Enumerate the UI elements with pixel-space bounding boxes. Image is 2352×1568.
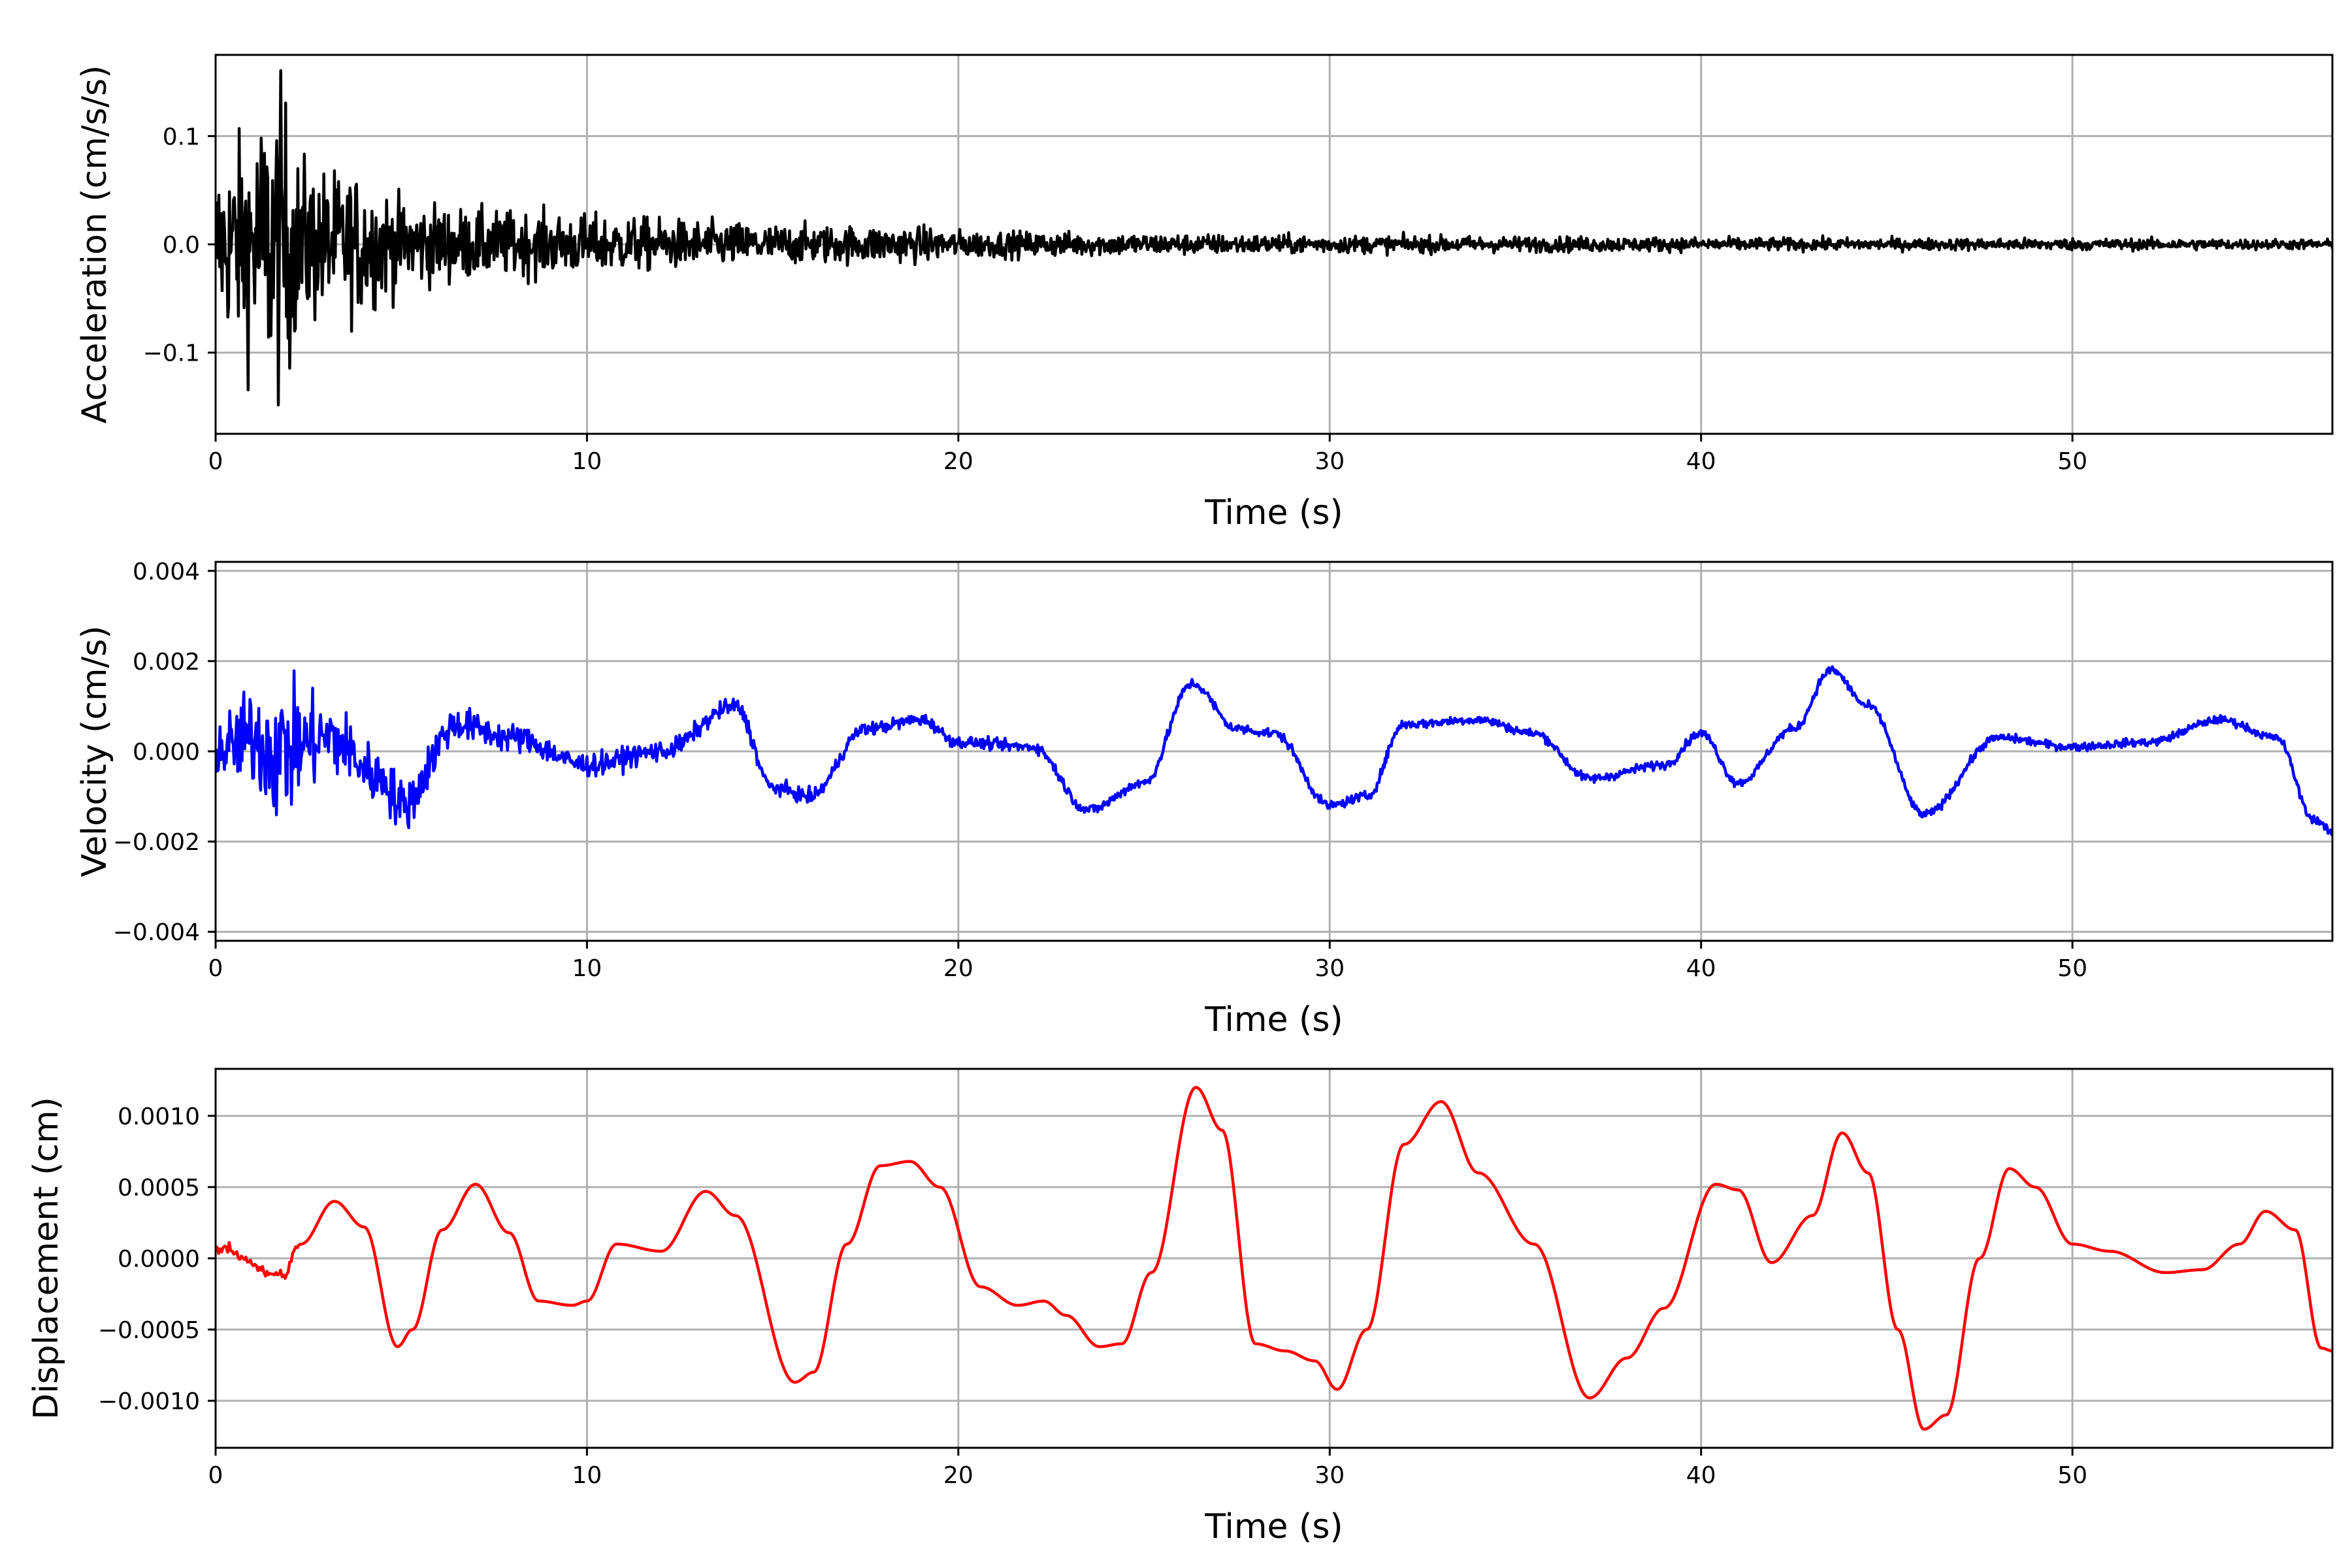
displacement-y-tick-label: −0.0010 [98, 1388, 200, 1415]
acceleration-x-tick-label: 20 [943, 448, 973, 475]
velocity-y-tick-label: 0.004 [133, 559, 200, 585]
acceleration-y-axis-label: Acceleration (cm/s/s) [75, 65, 114, 424]
displacement-x-tick-label: 30 [1315, 1462, 1345, 1489]
velocity-y-tick-label: −0.004 [113, 919, 200, 946]
displacement-panel: 0 10 20 30 40 50 −0.0010 −0.0005 0.0000 0.0005 0.0… [27, 1068, 2334, 1546]
displacement-x-tick-label: 20 [943, 1462, 973, 1489]
acceleration-y-tick-label: 0.1 [163, 123, 200, 150]
displacement-x-tick-label: 40 [1686, 1462, 1716, 1489]
displacement-x-tick-label: 50 [2057, 1462, 2087, 1489]
acceleration-x-tick-label: 50 [2057, 448, 2087, 475]
displacement-y-tick-label: 0.0005 [118, 1175, 200, 1201]
velocity-x-tick-label: 40 [1686, 955, 1716, 982]
velocity-x-tick-label: 30 [1315, 955, 1345, 982]
velocity-y-tick-label: −0.002 [113, 829, 200, 856]
velocity-y-axis-label: Velocity (cm/s) [75, 626, 114, 877]
velocity-x-tick-label: 50 [2057, 955, 2087, 982]
displacement-y-tick-label: 0.0000 [118, 1246, 200, 1273]
acceleration-trace [216, 69, 2332, 407]
velocity-y-tick-label: 0.002 [133, 649, 200, 676]
velocity-y-tick-label: 0.000 [133, 739, 200, 766]
acceleration-y-tick-label: 0.0 [163, 232, 200, 259]
acceleration-y-tick-label: −0.1 [143, 340, 200, 367]
displacement-y-tick-label: 0.0010 [118, 1103, 200, 1130]
velocity-x-axis-label: Time (s) [1204, 1000, 1343, 1039]
displacement-x-tick-label: 10 [572, 1462, 602, 1489]
displacement-x-axis-label: Time (s) [1204, 1507, 1343, 1546]
displacement-x-tick-label: 0 [208, 1462, 223, 1489]
displacement-y-tick-label: −0.0005 [98, 1317, 200, 1344]
velocity-x-tick-label: 20 [943, 955, 973, 982]
acceleration-x-tick-label: 30 [1315, 448, 1345, 475]
velocity-x-tick-label: 10 [572, 955, 602, 982]
acceleration-x-axis-label: Time (s) [1204, 493, 1343, 532]
velocity-x-tick-label: 0 [208, 955, 223, 982]
acceleration-x-tick-label: 0 [208, 448, 223, 475]
acceleration-x-tick-label: 10 [572, 448, 602, 475]
acceleration-x-tick-label: 40 [1686, 448, 1716, 475]
acceleration-panel: 0 10 20 30 40 50 −0.1 0.0 0.1 Time (s) Acceleratio… [75, 54, 2334, 532]
displacement-y-axis-label: Displacement (cm) [27, 1097, 66, 1420]
velocity-panel: 0 10 20 30 40 50 −0.004 −0.002 0.000 0.002 0.004 Ti… [75, 559, 2334, 1039]
velocity-trace [216, 665, 2332, 836]
displacement-trace [216, 1086, 2332, 1431]
